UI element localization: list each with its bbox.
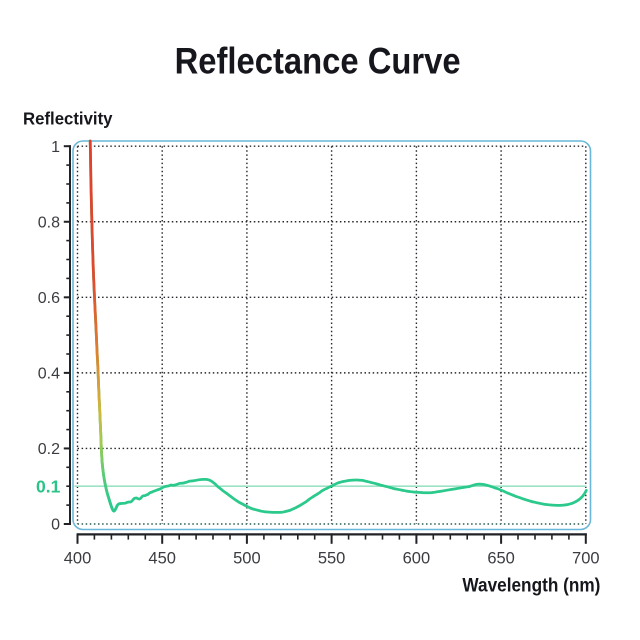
svg-text:0.6: 0.6 [38, 290, 60, 307]
svg-text:Reflectance Curve: Reflectance Curve [175, 40, 461, 82]
svg-text:1: 1 [51, 139, 60, 156]
svg-text:550: 550 [318, 550, 346, 568]
svg-text:600: 600 [403, 550, 431, 568]
svg-text:0.1: 0.1 [36, 477, 61, 497]
svg-text:400: 400 [64, 550, 92, 568]
svg-text:450: 450 [148, 550, 176, 568]
svg-text:0: 0 [51, 517, 60, 534]
svg-text:500: 500 [233, 550, 261, 568]
svg-text:700: 700 [572, 550, 600, 568]
svg-text:650: 650 [487, 550, 515, 568]
svg-text:0.8: 0.8 [38, 214, 60, 231]
svg-text:0.4: 0.4 [38, 366, 60, 383]
svg-text:Wavelength (nm): Wavelength (nm) [462, 575, 600, 597]
svg-text:0.2: 0.2 [38, 441, 60, 458]
svg-text:Reflectivity: Reflectivity [23, 109, 113, 129]
